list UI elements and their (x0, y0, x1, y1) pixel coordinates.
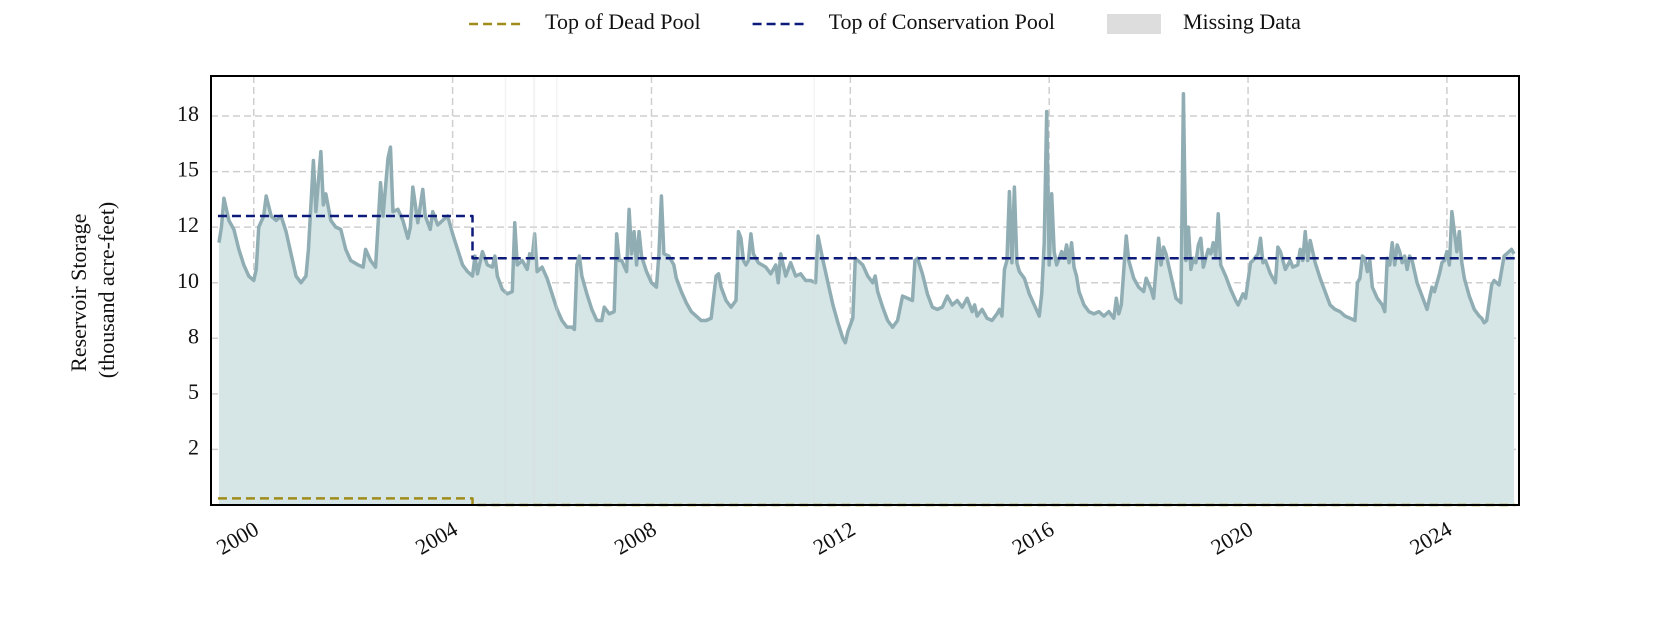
legend-label: Top of Conservation Pool (829, 9, 1055, 34)
missing-data-band (813, 76, 816, 505)
legend-label: Missing Data (1183, 9, 1301, 34)
pool-line (217, 497, 1516, 507)
pool-line (217, 214, 1516, 260)
legend-item: Top of Dead Pool (469, 9, 701, 34)
plot-frame (210, 75, 1520, 506)
y-axis-title: Reservoir Storage (thousand acre-feet) (66, 202, 119, 379)
legend-label: Top of Dead Pool (545, 9, 701, 34)
missing-data-band (556, 76, 558, 505)
x-tick-label: 2004 (411, 516, 462, 560)
x-tick-label: 2016 (1008, 516, 1059, 560)
legend-item: Missing Data (1106, 9, 1301, 34)
storage-line (217, 92, 1516, 345)
y-axis-title-line: Reservoir Storage (66, 214, 91, 372)
x-tick-label: 2020 (1206, 516, 1257, 560)
missing-data-band (504, 76, 507, 505)
legend-swatch (1106, 14, 1161, 34)
y-tick-label: 10 (177, 268, 199, 293)
plot-area (210, 75, 1520, 507)
area (218, 93, 1515, 505)
x-tick-label: 2024 (1405, 516, 1456, 560)
y-tick-label: 2 (188, 434, 199, 459)
legend: Top of Dead Pool Top of Conservation Pool… (469, 9, 1301, 34)
x-tick-label: 2008 (610, 516, 661, 560)
y-axis-title-line: (thousand acre-feet) (94, 202, 119, 379)
y-tick-label: 8 (188, 323, 199, 348)
y-tick-label: 12 (177, 212, 199, 237)
y-tick-label: 5 (188, 379, 199, 404)
x-tick-label: 2000 (212, 516, 263, 560)
y-tick-label: 15 (177, 157, 199, 182)
missing-data-band (533, 76, 536, 505)
x-tick-label: 2012 (809, 516, 860, 560)
legend-item: Top of Conservation Pool (752, 9, 1055, 34)
y-tick-label: 18 (177, 101, 199, 126)
